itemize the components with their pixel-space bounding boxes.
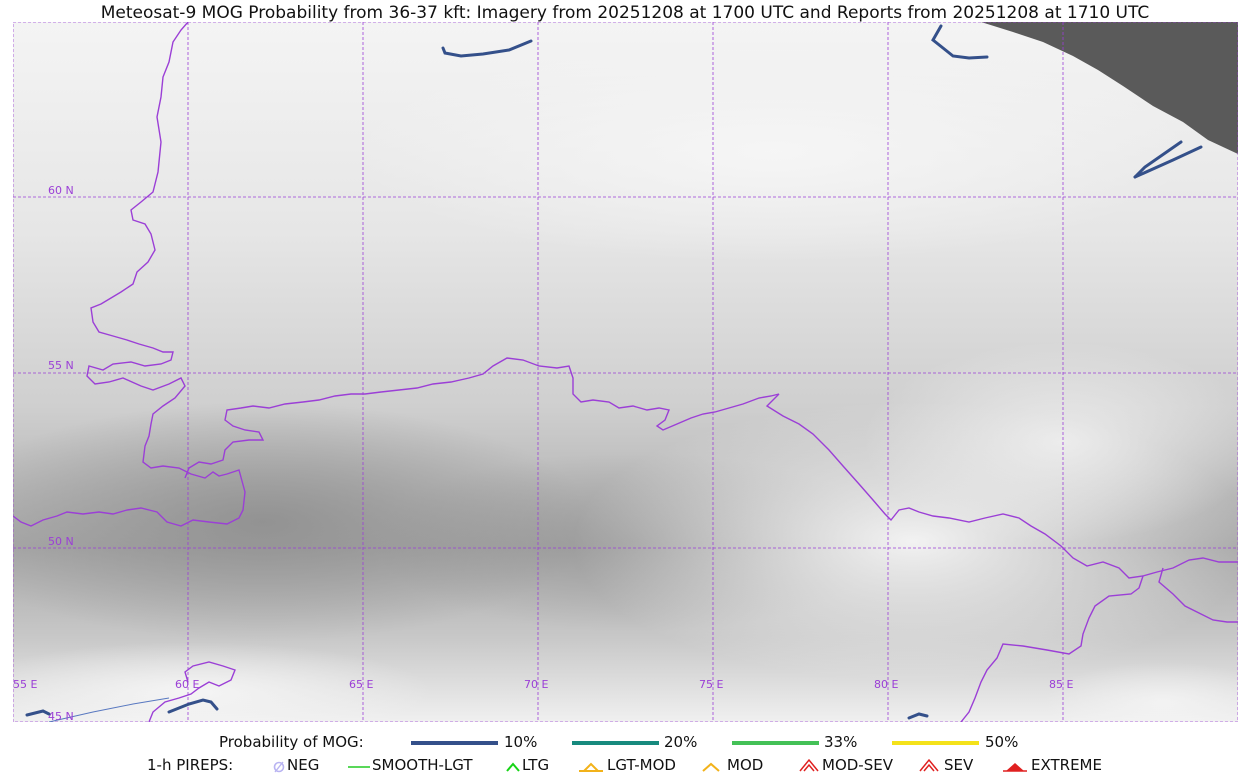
dash-icon xyxy=(348,766,370,768)
caret-icon xyxy=(702,762,720,772)
no-data-region xyxy=(981,22,1238,154)
pirep-lgt-mod-label: LGT-MOD xyxy=(607,756,676,774)
prob-10-swatch xyxy=(411,741,498,745)
lon-label-55: 55 E xyxy=(13,678,37,691)
satellite-imagery xyxy=(13,22,1238,722)
pirep-sev-label: SEV xyxy=(944,756,974,774)
lon-label-85: 85 E xyxy=(1049,678,1073,691)
lon-label-65: 65 E xyxy=(349,678,373,691)
pirep-smooth-lgt-label: SMOOTH-LGT xyxy=(372,756,473,774)
pirep-neg-label: NEG xyxy=(287,756,320,774)
prob-20-swatch xyxy=(572,741,659,745)
country-borders xyxy=(13,22,1238,722)
lon-label-80: 80 E xyxy=(874,678,898,691)
prob-10-label: 10% xyxy=(504,733,538,751)
lat-lon-grid xyxy=(13,22,1238,722)
lon-label-70: 70 E xyxy=(524,678,548,691)
lon-label-75: 75 E xyxy=(699,678,723,691)
prob-50-label: 50% xyxy=(985,733,1019,751)
pirep-track xyxy=(48,697,170,722)
lon-label-60: 60 E xyxy=(175,678,199,691)
pirep-mod-label: MOD xyxy=(727,756,764,774)
grid-labels: 60 N 55 N 50 N 45 N 55 E 60 E 65 E 70 E … xyxy=(13,184,1073,722)
double-caret-icon xyxy=(919,758,939,772)
filled-caret-icon xyxy=(1003,763,1027,772)
double-caret-icon xyxy=(799,758,819,772)
lat-label-50: 50 N xyxy=(48,535,74,548)
pirep-ltg-label: LTG xyxy=(522,756,550,774)
pirep-mod-sev-label: MOD-SEV xyxy=(822,756,893,774)
prob-33-swatch xyxy=(732,741,819,745)
caret-bar-icon xyxy=(579,762,603,772)
probability-legend-label: Probability of MOG: xyxy=(219,733,364,751)
mog-probability-contours xyxy=(25,24,1203,720)
lat-label-55: 55 N xyxy=(48,359,74,372)
pirep-legend-label: 1-h PIREPS: xyxy=(147,756,234,774)
map-title: Meteosat-9 MOG Probability from 36-37 kf… xyxy=(100,3,1150,23)
caret-icon xyxy=(506,762,520,772)
pirep-extreme-label: EXTREME xyxy=(1031,756,1102,774)
satellite-map: 60 N 55 N 50 N 45 N 55 E 60 E 65 E 70 E … xyxy=(13,22,1238,722)
lat-label-60: 60 N xyxy=(48,184,74,197)
prob-50-swatch xyxy=(892,741,979,745)
prob-33-label: 33% xyxy=(824,733,858,751)
prob-20-label: 20% xyxy=(664,733,698,751)
lat-label-45: 45 N xyxy=(48,710,74,722)
neg-circle-icon xyxy=(273,761,285,773)
